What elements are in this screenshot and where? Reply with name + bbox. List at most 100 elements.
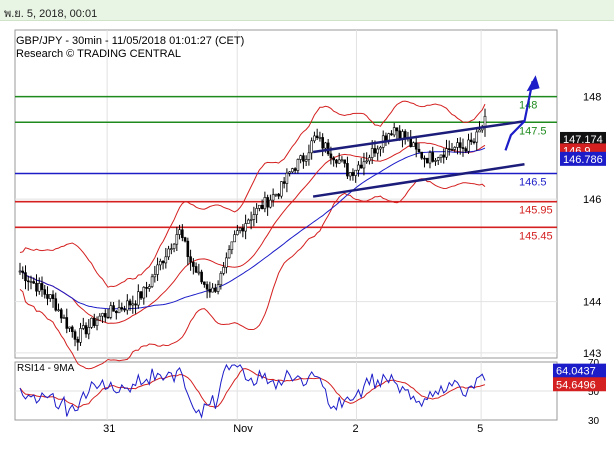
candle-body bbox=[359, 164, 363, 169]
price-tag-label: 147.174 bbox=[563, 134, 603, 146]
candle-body bbox=[65, 317, 69, 329]
candle-body bbox=[379, 147, 382, 150]
candle-body bbox=[472, 141, 476, 144]
candle-body bbox=[159, 260, 162, 266]
x-tick-label: 5 bbox=[477, 423, 483, 435]
x-tick-label: Nov bbox=[233, 423, 253, 435]
candle-body bbox=[313, 135, 316, 142]
candle-body bbox=[87, 326, 91, 335]
moving-average-line bbox=[19, 147, 486, 310]
rsi-ma-line bbox=[19, 368, 486, 408]
candle-body bbox=[266, 197, 269, 208]
x-tick-label: 2 bbox=[352, 423, 358, 435]
candle-body bbox=[134, 303, 137, 306]
candle-body bbox=[420, 151, 424, 159]
level-label: 146.5 bbox=[519, 177, 547, 189]
candle-body bbox=[51, 294, 55, 299]
candle-body bbox=[142, 287, 146, 299]
candle-body bbox=[445, 148, 448, 158]
candle-body bbox=[24, 272, 27, 282]
x-tick-label: 31 bbox=[103, 423, 115, 435]
candle-body bbox=[227, 249, 231, 259]
candle-body bbox=[21, 270, 25, 273]
candle-body bbox=[365, 160, 368, 163]
candle-body bbox=[76, 339, 80, 343]
candle-body bbox=[324, 142, 327, 149]
candle-body bbox=[354, 169, 357, 176]
candle-body bbox=[467, 139, 470, 152]
candle-body bbox=[255, 208, 258, 215]
candle-body bbox=[167, 248, 170, 258]
candle-body bbox=[423, 157, 426, 160]
candle-body bbox=[84, 325, 88, 335]
candle-body bbox=[181, 229, 184, 238]
candle-body bbox=[137, 291, 140, 306]
candle-body bbox=[29, 281, 33, 283]
level-label: 147.5 bbox=[519, 125, 547, 137]
candle-body bbox=[43, 289, 47, 295]
level-label: 145.95 bbox=[519, 205, 553, 217]
candle-body bbox=[211, 287, 214, 293]
candle-body bbox=[450, 149, 454, 151]
candle-body bbox=[145, 287, 148, 289]
candle-body bbox=[175, 234, 179, 245]
candle-body bbox=[197, 271, 201, 274]
candle-body bbox=[357, 164, 360, 171]
candle-body bbox=[172, 243, 176, 249]
candle-body bbox=[81, 325, 85, 329]
candle-body bbox=[335, 159, 338, 164]
candle-body bbox=[178, 229, 181, 235]
candle-body bbox=[236, 230, 239, 235]
candle-body bbox=[59, 309, 63, 319]
candle-body bbox=[139, 291, 143, 299]
candle-body bbox=[106, 316, 110, 319]
candle-body bbox=[362, 161, 366, 169]
candle-body bbox=[282, 181, 286, 184]
rsi-value-tag-box bbox=[553, 363, 606, 378]
axes: 31 Nov 2 5 143 144 146 148 bbox=[103, 92, 601, 435]
candle-body bbox=[150, 276, 154, 287]
candle-body bbox=[247, 219, 250, 224]
candle-body bbox=[425, 157, 429, 164]
upper-band-line bbox=[19, 100, 486, 288]
candle-body bbox=[233, 234, 236, 243]
candle-body bbox=[219, 273, 223, 286]
candle-body bbox=[417, 148, 421, 153]
grid bbox=[14, 29, 558, 421]
candle-body bbox=[26, 280, 30, 283]
candle-body bbox=[293, 168, 297, 171]
trend-channel bbox=[312, 75, 540, 198]
candle-body bbox=[194, 266, 198, 273]
candle-body bbox=[478, 129, 481, 133]
candle-body bbox=[414, 142, 418, 150]
candle-body bbox=[373, 148, 377, 154]
candle-body bbox=[79, 328, 82, 343]
candle-body bbox=[230, 241, 234, 250]
candle-body bbox=[376, 148, 379, 154]
candle-body bbox=[428, 152, 432, 164]
candle-body bbox=[439, 154, 443, 158]
price-frame bbox=[14, 29, 558, 359]
candle-body bbox=[384, 135, 388, 141]
projection-arrowhead bbox=[526, 75, 540, 92]
candle-body bbox=[464, 148, 468, 152]
candle-body bbox=[98, 315, 102, 321]
channel-lower-line bbox=[312, 163, 525, 198]
candle-body bbox=[318, 137, 322, 139]
candle-body bbox=[299, 155, 302, 160]
candle-body bbox=[205, 284, 209, 290]
candle-body bbox=[48, 294, 52, 299]
candle-body bbox=[340, 159, 344, 162]
candle-body bbox=[126, 300, 129, 311]
candle-body bbox=[37, 283, 41, 292]
candle-body bbox=[156, 264, 159, 275]
candle-body bbox=[73, 331, 77, 340]
level-label: 145.45 bbox=[519, 230, 553, 242]
rsi-tick-label: 70 bbox=[588, 358, 600, 369]
date-text: พ.ย. 5, 2018, 00:01 bbox=[4, 8, 98, 20]
candle-body bbox=[315, 135, 319, 138]
candle-body bbox=[103, 313, 107, 318]
candle-body bbox=[368, 157, 371, 162]
chart-subtitle: Research © TRADING CENTRAL bbox=[16, 48, 181, 60]
